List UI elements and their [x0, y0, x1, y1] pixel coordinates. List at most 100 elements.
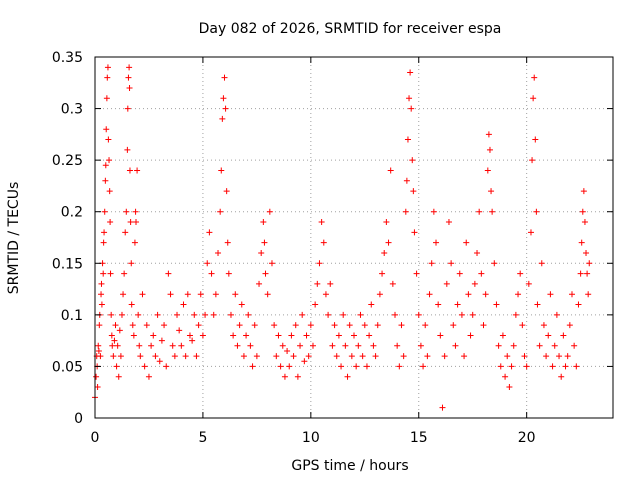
data-point — [478, 270, 485, 277]
data-point — [113, 363, 120, 370]
data-point — [465, 291, 472, 298]
data-point — [534, 301, 541, 308]
data-point — [108, 311, 115, 318]
data-point — [202, 311, 209, 318]
data-point — [103, 126, 110, 133]
data-point — [123, 208, 130, 215]
data-point — [435, 301, 442, 308]
data-point — [101, 229, 108, 236]
data-point — [161, 322, 168, 329]
data-point — [318, 219, 325, 226]
data-point — [327, 280, 334, 287]
data-point — [476, 208, 483, 215]
data-point — [249, 363, 256, 370]
data-point — [506, 384, 513, 391]
data-point — [426, 291, 433, 298]
data-point — [93, 373, 100, 380]
data-point — [409, 157, 416, 164]
data-point — [218, 167, 225, 174]
data-point — [114, 342, 121, 349]
data-point — [152, 353, 159, 360]
data-point — [381, 249, 388, 256]
data-point — [261, 239, 268, 246]
data-point — [126, 167, 133, 174]
data-point — [268, 260, 275, 267]
data-point — [495, 342, 502, 349]
data-point — [224, 239, 231, 246]
data-point — [530, 95, 537, 102]
data-point — [578, 239, 585, 246]
data-point — [139, 291, 146, 298]
data-point — [98, 280, 105, 287]
data-point — [309, 342, 316, 349]
data-point — [305, 353, 312, 360]
data-point — [105, 136, 112, 143]
data-point — [284, 347, 291, 354]
data-point — [585, 291, 592, 298]
data-point — [150, 332, 157, 339]
data-point — [234, 342, 241, 349]
data-point — [134, 167, 141, 174]
data-point — [247, 342, 254, 349]
data-point — [106, 188, 113, 195]
data-point — [143, 322, 150, 329]
data-point — [107, 270, 114, 277]
data-point — [221, 74, 228, 81]
data-point — [273, 353, 280, 360]
data-point — [374, 322, 381, 329]
data-point — [346, 322, 353, 329]
data-point — [303, 332, 310, 339]
data-point — [94, 384, 101, 391]
data-point — [262, 270, 269, 277]
data-point — [316, 260, 323, 267]
data-point — [543, 353, 550, 360]
y-tick-label: 0 — [74, 411, 83, 427]
data-point — [540, 322, 547, 329]
data-point — [109, 342, 116, 349]
data-point — [331, 322, 338, 329]
data-point — [124, 146, 131, 153]
data-point — [301, 358, 308, 365]
data-point — [387, 167, 394, 174]
data-point — [106, 157, 113, 164]
data-point — [580, 188, 587, 195]
data-point — [141, 363, 148, 370]
data-point — [307, 322, 314, 329]
data-point — [128, 260, 135, 267]
data-point — [398, 322, 405, 329]
chart-title: Day 082 of 2026, SRMTID for receiver esp… — [199, 21, 502, 37]
data-point — [549, 363, 556, 370]
data-point — [547, 291, 554, 298]
data-point — [215, 249, 222, 256]
data-point — [125, 74, 132, 81]
data-point — [558, 373, 565, 380]
data-point — [320, 239, 327, 246]
data-point — [264, 291, 271, 298]
data-point — [133, 219, 140, 226]
data-point — [340, 311, 347, 318]
data-point — [126, 64, 133, 71]
data-point — [102, 162, 109, 169]
data-point — [504, 353, 511, 360]
data-point — [108, 332, 115, 339]
data-point — [411, 229, 418, 236]
data-point — [420, 363, 427, 370]
y-tick-label: 0.1 — [61, 308, 83, 324]
data-point — [100, 270, 107, 277]
data-point — [197, 291, 204, 298]
data-point — [110, 353, 117, 360]
data-point — [102, 177, 109, 184]
data-point — [469, 311, 476, 318]
data-point — [292, 322, 299, 329]
data-point — [413, 270, 420, 277]
data-point — [322, 291, 329, 298]
data-point — [98, 301, 105, 308]
data-point — [484, 167, 491, 174]
data-point — [366, 332, 373, 339]
data-point — [236, 322, 243, 329]
data-point — [193, 353, 200, 360]
data-point — [396, 363, 403, 370]
y-tick-label: 0.2 — [61, 205, 83, 221]
data-point — [118, 311, 125, 318]
data-point — [586, 260, 593, 267]
